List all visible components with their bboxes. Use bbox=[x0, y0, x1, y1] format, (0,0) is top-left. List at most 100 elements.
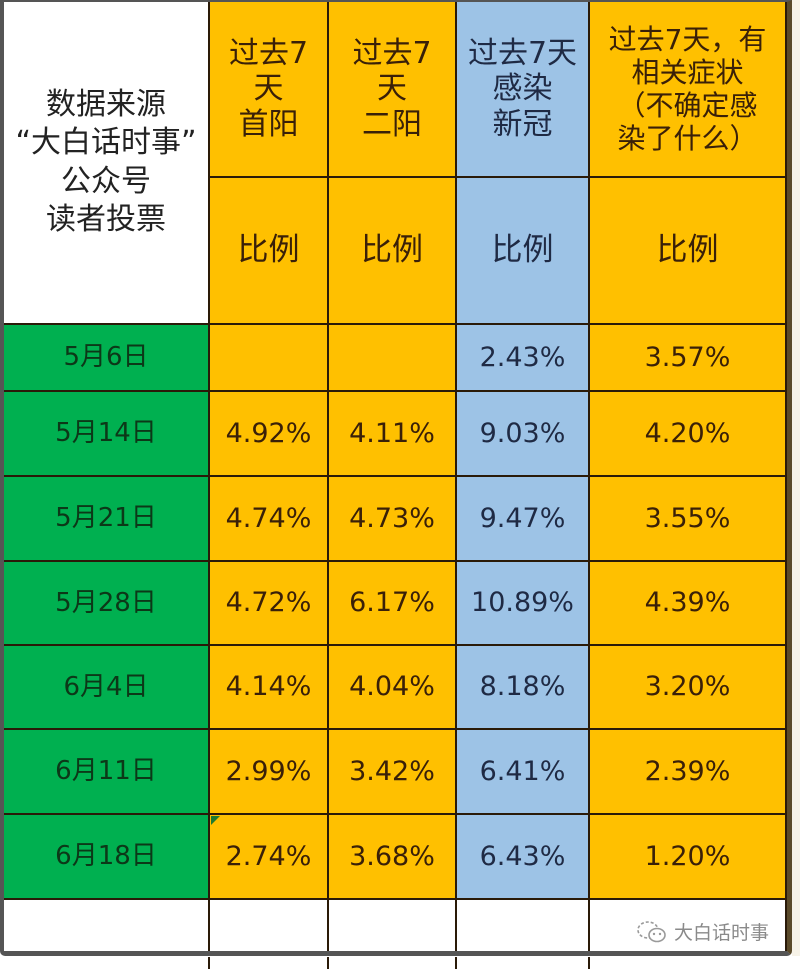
value-text: 3.57% bbox=[644, 341, 731, 373]
value-text: 2.99% bbox=[225, 755, 312, 787]
source-line: 数据来源 bbox=[46, 86, 166, 122]
value-text: 9.03% bbox=[479, 417, 566, 449]
date-cell: 5月28日 bbox=[4, 562, 210, 646]
covid-cell: 8.18% bbox=[457, 646, 590, 730]
right-edge bbox=[792, 0, 800, 956]
value-text: 4.39% bbox=[644, 587, 731, 619]
next-row-fragment bbox=[329, 957, 457, 969]
covid-cell: 2.43% bbox=[457, 325, 590, 392]
header-line: 过去7 bbox=[352, 35, 432, 71]
symptoms-cell: 2.39% bbox=[590, 730, 787, 815]
value-text: 10.89% bbox=[471, 587, 574, 619]
header-line: 感染 bbox=[492, 71, 553, 107]
date-cell: 5月21日 bbox=[4, 477, 210, 562]
covid-cell: 10.89% bbox=[457, 562, 590, 646]
subheader-ratio: 比例 bbox=[329, 178, 457, 325]
first-infection-cell: 4.92% bbox=[210, 392, 329, 477]
header-line: 过去7天，有 bbox=[608, 22, 767, 56]
second-infection-cell: 4.73% bbox=[329, 477, 457, 562]
header-symptoms: 过去7天，有 相关症状 （不确定感 染了什么） bbox=[590, 2, 787, 178]
date-text: 6月11日 bbox=[55, 756, 157, 787]
second-infection-cell: 3.68% bbox=[329, 815, 457, 900]
symptoms-cell: 3.55% bbox=[590, 477, 787, 562]
header-line: 相关症状 bbox=[631, 55, 744, 89]
first-infection-cell: 2.99% bbox=[210, 730, 329, 815]
date-text: 6月18日 bbox=[55, 841, 157, 872]
first-infection-cell: 4.14% bbox=[210, 646, 329, 730]
second-infection-cell: 4.11% bbox=[329, 392, 457, 477]
symptoms-cell: 4.20% bbox=[590, 392, 787, 477]
value-text: 1.20% bbox=[644, 840, 731, 872]
value-text: 3.20% bbox=[644, 671, 731, 703]
source-label-cell: 数据来源 “大白话时事” 公众号 读者投票 bbox=[4, 2, 210, 325]
next-row-fragment bbox=[457, 957, 590, 969]
second-infection-cell bbox=[329, 325, 457, 392]
value-text: 2.43% bbox=[479, 341, 566, 373]
date-text: 5月14日 bbox=[55, 418, 157, 449]
value-text: 4.92% bbox=[225, 417, 312, 449]
date-cell: 6月18日 bbox=[4, 815, 210, 900]
subheader-ratio: 比例 bbox=[457, 178, 590, 325]
next-row-fragment bbox=[0, 957, 210, 969]
header-line: 首阳 bbox=[238, 106, 299, 142]
date-cell: 5月6日 bbox=[4, 325, 210, 392]
header-line: 过去7 bbox=[228, 35, 309, 71]
value-text: 4.11% bbox=[349, 417, 435, 449]
second-infection-cell: 4.04% bbox=[329, 646, 457, 730]
empty-cell bbox=[457, 900, 590, 951]
value-text: 4.20% bbox=[644, 417, 731, 449]
value-text: 4.74% bbox=[225, 502, 312, 534]
symptoms-cell: 3.57% bbox=[590, 325, 787, 392]
date-cell: 6月11日 bbox=[4, 730, 210, 815]
value-text: 4.72% bbox=[225, 587, 312, 619]
date-text: 5月6日 bbox=[63, 342, 149, 373]
empty-cell bbox=[329, 900, 457, 951]
second-infection-cell: 6.17% bbox=[329, 562, 457, 646]
date-text: 5月28日 bbox=[55, 587, 157, 618]
value-text: 6.17% bbox=[349, 587, 435, 619]
empty-cell bbox=[210, 900, 329, 951]
value-text: 4.04% bbox=[349, 671, 435, 703]
covid-cell: 9.47% bbox=[457, 477, 590, 562]
date-text: 5月21日 bbox=[55, 503, 157, 534]
value-text: 2.39% bbox=[644, 755, 731, 787]
value-text: 4.14% bbox=[225, 671, 312, 703]
covid-cell: 6.43% bbox=[457, 815, 590, 900]
header-line: 天 bbox=[377, 71, 407, 107]
empty-cell bbox=[590, 900, 787, 951]
value-text: 3.55% bbox=[644, 502, 731, 534]
header-line: （不确定感 bbox=[617, 89, 758, 122]
header-line: 过去7天 bbox=[467, 35, 578, 71]
value-text: 3.42% bbox=[349, 755, 435, 787]
first-infection-cell: 2.74% bbox=[210, 815, 329, 900]
subheader-ratio: 比例 bbox=[590, 178, 787, 325]
wechat-icon bbox=[637, 920, 666, 942]
header-first-infection: 过去7 天 首阳 bbox=[210, 2, 329, 178]
ratio-label: 比例 bbox=[361, 232, 423, 269]
second-infection-cell: 3.42% bbox=[329, 730, 457, 815]
symptoms-cell: 4.39% bbox=[590, 562, 787, 646]
source-line: “大白话时事” bbox=[15, 125, 197, 161]
first-infection-cell: 4.72% bbox=[210, 562, 329, 646]
watermark-text: 大白话时事 bbox=[674, 922, 770, 944]
covid-cell: 6.41% bbox=[457, 730, 590, 815]
first-infection-cell: 4.74% bbox=[210, 477, 329, 562]
ratio-label: 比例 bbox=[656, 232, 719, 269]
subheader-ratio: 比例 bbox=[210, 178, 329, 325]
watermark: 大白话时事 bbox=[636, 918, 769, 945]
date-cell: 6月4日 bbox=[4, 646, 210, 730]
symptoms-cell: 1.20% bbox=[590, 815, 787, 900]
value-text: 6.43% bbox=[479, 840, 566, 872]
empty-cell bbox=[4, 900, 210, 951]
value-text: 4.73% bbox=[349, 502, 435, 534]
first-infection-cell bbox=[210, 325, 329, 392]
header-line: 染了什么） bbox=[617, 122, 758, 156]
header-line: 新冠 bbox=[492, 106, 553, 142]
header-line: 二阳 bbox=[362, 106, 422, 142]
next-row-fragment bbox=[210, 957, 329, 969]
source-line: 公众号 bbox=[61, 163, 151, 199]
date-cell: 5月14日 bbox=[4, 392, 210, 477]
cell-comment-marker bbox=[211, 816, 220, 825]
date-text: 6月4日 bbox=[63, 671, 149, 702]
value-text: 2.74% bbox=[225, 840, 312, 872]
